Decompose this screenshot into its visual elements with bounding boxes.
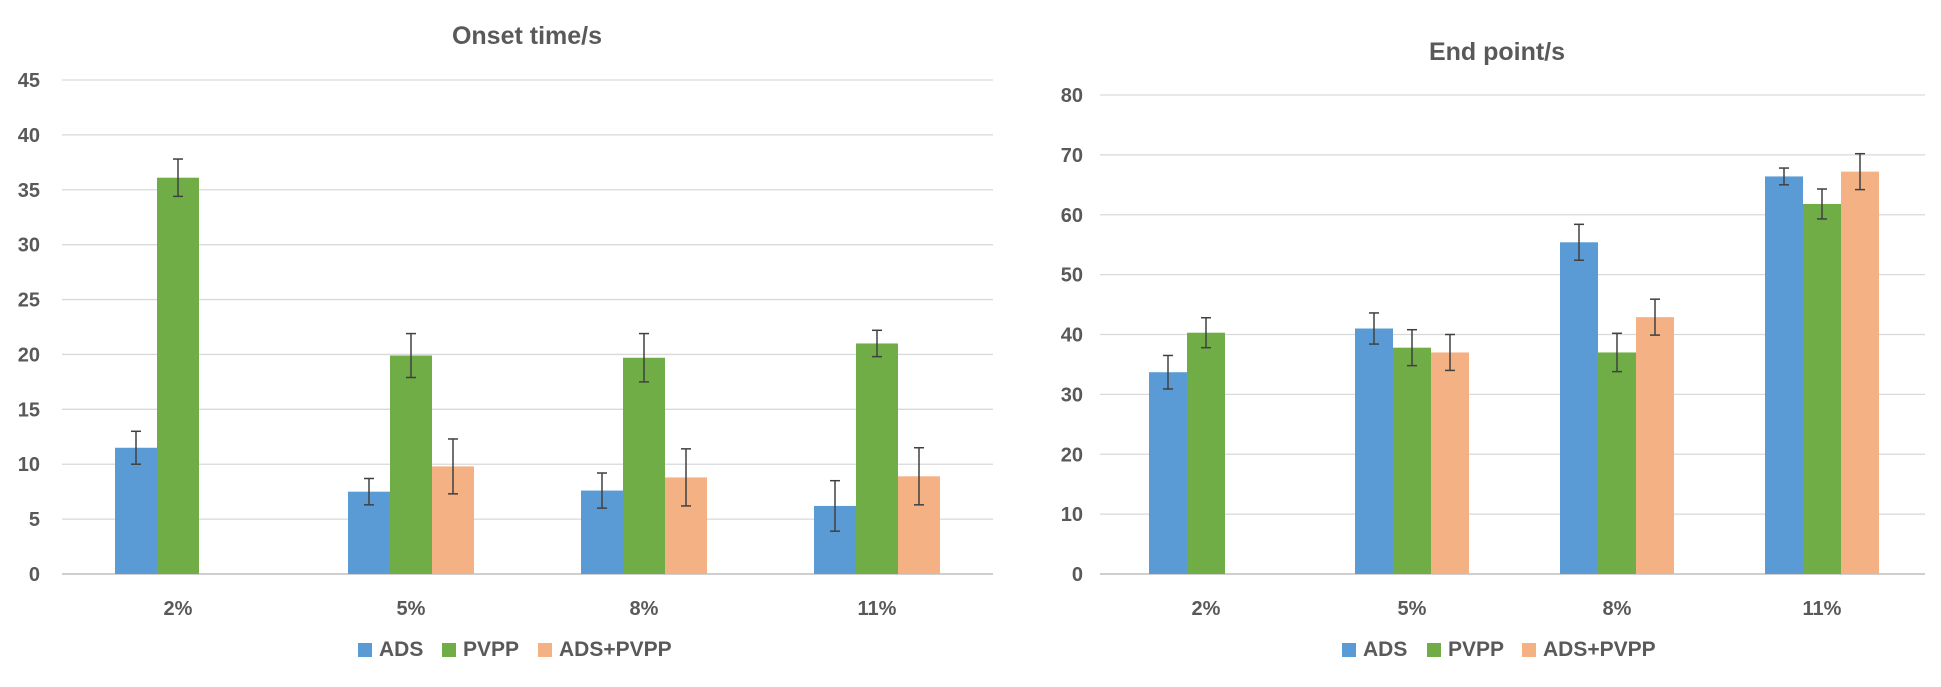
legend: ADS PVPP ADS+PVPP: [1342, 638, 1656, 661]
y-tick-label: 10: [1061, 504, 1083, 526]
bar-pvpp-1: [1187, 332, 1225, 574]
legend-label: ADS+PVPP: [1543, 638, 1656, 661]
y-tick-label: 30: [1061, 384, 1083, 406]
bar-pvpp-4: [1803, 203, 1841, 574]
x-tick-label: 11%: [858, 598, 897, 620]
y-tick-label: 35: [18, 180, 40, 202]
bar-pvpp-3: [1598, 352, 1636, 574]
bar-ads-4: [1765, 176, 1803, 574]
x-tick-label: 8%: [630, 598, 659, 620]
legend-swatch: [538, 643, 552, 657]
y-tick-label: 80: [1061, 85, 1083, 107]
y-tick-label: 0: [29, 564, 40, 586]
bar-ads-pvpp-4: [1841, 171, 1879, 574]
bar-pvpp-2: [390, 355, 432, 574]
y-tick-label: 50: [1061, 265, 1083, 287]
x-tick-label: 11%: [1803, 598, 1842, 620]
x-tick-label: 5%: [1398, 598, 1427, 620]
legend-swatch: [1342, 643, 1356, 657]
legend-label: ADS: [1363, 638, 1407, 661]
legend-label: ADS: [379, 638, 423, 661]
y-tick-label: 20: [18, 344, 40, 366]
legend-swatch: [442, 643, 456, 657]
legend-swatch: [1427, 643, 1441, 657]
y-tick-label: 40: [1061, 325, 1083, 347]
bar-ads-3: [1560, 242, 1598, 575]
y-tick-label: 20: [1061, 444, 1083, 466]
y-tick-label: 25: [18, 290, 40, 312]
bar-ads-1: [115, 447, 157, 574]
y-tick-label: 60: [1061, 205, 1083, 227]
legend-label: ADS+PVPP: [559, 638, 672, 661]
y-tick-label: 0: [1072, 564, 1083, 586]
y-tick-label: 30: [18, 235, 40, 257]
y-tick-label: 10: [18, 454, 40, 476]
bar-ads-pvpp-2: [1431, 352, 1469, 574]
bar-pvpp-2: [1393, 347, 1431, 574]
bar-pvpp-1: [157, 177, 199, 575]
bar-ads-1: [1149, 372, 1187, 574]
y-tick-label: 15: [18, 399, 40, 421]
legend: ADS PVPP ADS+PVPP: [358, 638, 672, 661]
legend-swatch: [358, 643, 372, 657]
bar-pvpp-3: [623, 357, 665, 574]
chart-title: Onset time/s: [452, 22, 602, 50]
bar-pvpp-4: [856, 343, 898, 574]
bar-ads-2: [1355, 328, 1393, 574]
x-tick-label: 8%: [1603, 598, 1632, 620]
legend-label: PVPP: [463, 638, 519, 661]
x-tick-label: 5%: [397, 598, 426, 620]
y-tick-label: 70: [1061, 145, 1083, 167]
y-tick-label: 40: [18, 125, 40, 147]
chart-panel-1: Onset time/s 0 5 10 15 20 25 30 35 40 45 2% 5% 8% 11% A…: [18, 22, 993, 661]
legend-label: PVPP: [1448, 638, 1504, 661]
chart-title: End point/s: [1429, 38, 1565, 66]
y-tick-label: 45: [18, 70, 40, 92]
chart-panel-2: End point/s 0 10 20 30 40 50 60 70 80 2% 5% 8% 11% ADS…: [1061, 38, 1925, 661]
bar-ads-pvpp-3: [1636, 317, 1674, 574]
x-tick-label: 2%: [1192, 598, 1221, 620]
legend-swatch: [1522, 643, 1536, 657]
x-tick-label: 2%: [164, 598, 193, 620]
y-tick-label: 5: [29, 509, 40, 531]
